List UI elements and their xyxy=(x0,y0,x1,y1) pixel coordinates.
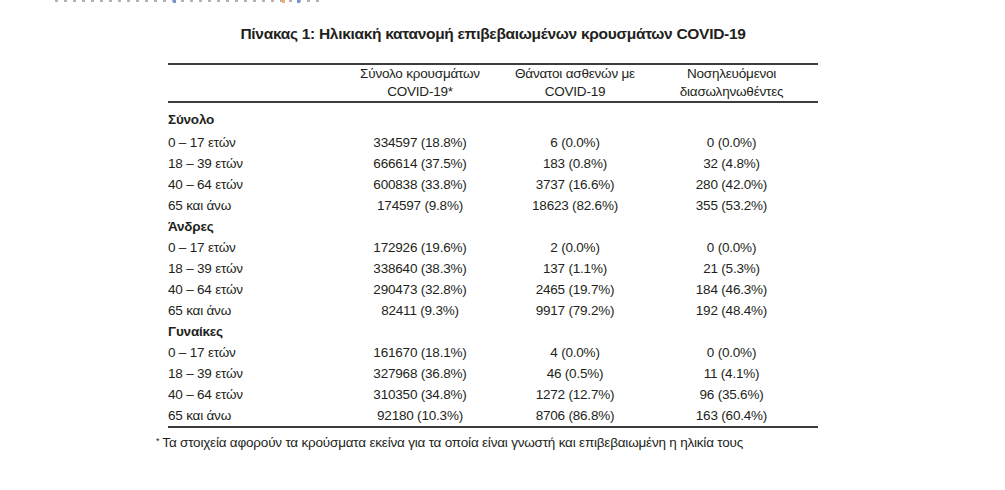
table-row: 65 και άνω 174597 (9.8%) 18623 (82.6%) 3… xyxy=(168,195,818,216)
intubated-cell: 280 (42.0%) xyxy=(645,174,818,195)
remnant-speck xyxy=(173,0,176,3)
deaths-cell: 4 (0.0%) xyxy=(505,342,645,363)
table-row: 0 – 17 ετών 161670 (18.1%) 4 (0.0%) 0 (0… xyxy=(168,342,818,363)
section-label: Σύνολο xyxy=(168,102,818,132)
cases-cell: 290473 (32.8%) xyxy=(335,279,505,300)
table-title: Πίνακας 1: Ηλικιακή κατανομή επιβεβαιωμέ… xyxy=(168,25,818,43)
cases-cell: 338640 (38.3%) xyxy=(335,258,505,279)
intubated-cell: 163 (60.4%) xyxy=(645,405,818,427)
table-row: 40 – 64 ετών 600838 (33.8%) 3737 (16.6%)… xyxy=(168,174,818,195)
age-label-cell: 18 – 39 ετών xyxy=(168,153,335,174)
section-row: Γυναίκες xyxy=(168,321,818,342)
table-row: 18 – 39 ετών 338640 (38.3%) 137 (1.1%) 2… xyxy=(168,258,818,279)
intubated-cell: 192 (48.4%) xyxy=(645,300,818,321)
cases-cell: 327968 (36.8%) xyxy=(335,363,505,384)
age-label-cell: 18 – 39 ετών xyxy=(168,363,335,384)
intubated-cell: 0 (0.0%) xyxy=(645,237,818,258)
intubated-cell: 184 (46.3%) xyxy=(645,279,818,300)
cases-cell: 334597 (18.8%) xyxy=(335,132,505,153)
age-label-cell: 40 – 64 ετών xyxy=(168,384,335,405)
cases-cell: 92180 (10.3%) xyxy=(335,405,505,427)
cases-cell: 600838 (33.8%) xyxy=(335,174,505,195)
age-label-cell: 0 – 17 ετών xyxy=(168,132,335,153)
remnant-speck xyxy=(282,0,285,3)
cases-cell: 172926 (19.6%) xyxy=(335,237,505,258)
cases-cell: 174597 (9.8%) xyxy=(335,195,505,216)
age-distribution-table: Σύνολο κρουσμάτων COVID-19* Θάνατοι ασθε… xyxy=(168,63,818,428)
age-label-cell: 0 – 17 ετών xyxy=(168,237,335,258)
intubated-cell: 355 (53.2%) xyxy=(645,195,818,216)
deaths-cell: 46 (0.5%) xyxy=(505,363,645,384)
table-row: 0 – 17 ετών 334597 (18.8%) 6 (0.0%) 0 (0… xyxy=(168,132,818,153)
cases-cell: 666614 (37.5%) xyxy=(335,153,505,174)
column-header-cases: Σύνολο κρουσμάτων COVID-19* xyxy=(335,64,505,102)
table-row: 40 – 64 ετών 310350 (34.8%) 1272 (12.7%)… xyxy=(168,384,818,405)
deaths-cell: 183 (0.8%) xyxy=(505,153,645,174)
intubated-cell: 96 (35.6%) xyxy=(645,384,818,405)
intubated-cell: 0 (0.0%) xyxy=(645,342,818,363)
age-label-cell: 40 – 64 ετών xyxy=(168,279,335,300)
deaths-cell: 9917 (79.2%) xyxy=(505,300,645,321)
section-row: Σύνολο xyxy=(168,102,818,132)
column-header-line: Σύνολο κρουσμάτων xyxy=(335,65,505,83)
column-header-line: COVID-19* xyxy=(335,83,505,101)
intubated-cell: 0 (0.0%) xyxy=(645,132,818,153)
table-row: 18 – 39 ετών 327968 (36.8%) 46 (0.5%) 11… xyxy=(168,363,818,384)
footnote-marker: * xyxy=(156,436,159,446)
age-label-cell: 0 – 17 ετών xyxy=(168,342,335,363)
footnote: *Τα στοιχεία αφορούν τα κρούσματα εκείνα… xyxy=(156,434,916,452)
column-header-empty xyxy=(168,64,335,102)
section-row: Άνδρες xyxy=(168,216,818,237)
column-header-line: COVID-19 xyxy=(505,83,645,101)
age-label-cell: 65 και άνω xyxy=(168,405,335,427)
age-label-cell: 65 και άνω xyxy=(168,300,335,321)
remnant-speck xyxy=(297,0,300,3)
deaths-cell: 8706 (86.8%) xyxy=(505,405,645,427)
column-header-line: Θάνατοι ασθενών με xyxy=(505,65,645,83)
cases-cell: 82411 (9.3%) xyxy=(335,300,505,321)
header-row: Σύνολο κρουσμάτων COVID-19* Θάνατοι ασθε… xyxy=(168,64,818,102)
column-header-line: διασωληνωθέντες xyxy=(645,83,818,101)
deaths-cell: 2 (0.0%) xyxy=(505,237,645,258)
age-label-cell: 18 – 39 ετών xyxy=(168,258,335,279)
cases-cell: 161670 (18.1%) xyxy=(335,342,505,363)
table-row: 40 – 64 ετών 290473 (32.8%) 2465 (19.7%)… xyxy=(168,279,818,300)
footnote-text: Τα στοιχεία αφορούν τα κρούσματα εκείνα … xyxy=(162,435,743,450)
table-row: 0 – 17 ετών 172926 (19.6%) 2 (0.0%) 0 (0… xyxy=(168,237,818,258)
deaths-cell: 1272 (12.7%) xyxy=(505,384,645,405)
cases-cell: 310350 (34.8%) xyxy=(335,384,505,405)
deaths-cell: 3737 (16.6%) xyxy=(505,174,645,195)
section-label: Άνδρες xyxy=(168,216,818,237)
deaths-cell: 18623 (82.6%) xyxy=(505,195,645,216)
intubated-cell: 32 (4.8%) xyxy=(645,153,818,174)
table-row: 65 και άνω 82411 (9.3%) 9917 (79.2%) 192… xyxy=(168,300,818,321)
cropped-text-remnant xyxy=(55,0,325,2)
column-header-deaths: Θάνατοι ασθενών με COVID-19 xyxy=(505,64,645,102)
intubated-cell: 11 (4.1%) xyxy=(645,363,818,384)
age-label-cell: 65 και άνω xyxy=(168,195,335,216)
column-header-intubated: Νοσηλευόμενοι διασωληνωθέντες xyxy=(645,64,818,102)
column-header-line: Νοσηλευόμενοι xyxy=(645,65,818,83)
intubated-cell: 21 (5.3%) xyxy=(645,258,818,279)
table-row: 18 – 39 ετών 666614 (37.5%) 183 (0.8%) 3… xyxy=(168,153,818,174)
deaths-cell: 137 (1.1%) xyxy=(505,258,645,279)
section-label: Γυναίκες xyxy=(168,321,818,342)
deaths-cell: 6 (0.0%) xyxy=(505,132,645,153)
age-label-cell: 40 – 64 ετών xyxy=(168,174,335,195)
deaths-cell: 2465 (19.7%) xyxy=(505,279,645,300)
table-row: 65 και άνω 92180 (10.3%) 8706 (86.8%) 16… xyxy=(168,405,818,427)
